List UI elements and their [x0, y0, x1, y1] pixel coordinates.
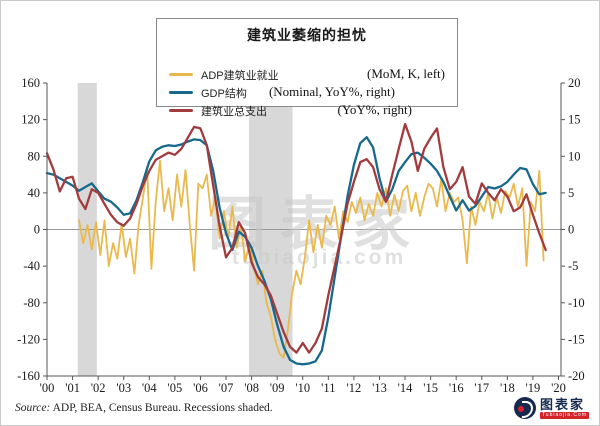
x-axis-tick-label: '12	[347, 381, 362, 395]
x-axis-tick-label: '13	[372, 381, 387, 395]
right-axis-tick-label: -10	[568, 296, 585, 310]
x-axis-tick-label: '17	[474, 381, 489, 395]
watermark-subtext: tubiaojia.com	[232, 246, 406, 269]
right-axis-tick-label: 0	[568, 223, 574, 237]
x-axis-tick-label: '01	[65, 381, 80, 395]
right-axis-tick-label: -20	[568, 369, 585, 383]
legend-swatch-gdp-line	[169, 91, 193, 94]
source-text: ADP, BEA, Census Bureau. Recessions shad…	[52, 402, 273, 414]
right-axis-tick-label: 20	[568, 76, 581, 90]
right-axis-tick-label: -15	[568, 332, 585, 346]
series-line-0	[78, 159, 545, 359]
chart-title: 建筑业萎缩的担忧	[247, 29, 367, 44]
left-axis-tick-label: -80	[23, 296, 40, 310]
x-axis-tick-label: '10	[295, 381, 310, 395]
legend-swatch-spending-line	[169, 109, 193, 112]
right-axis-tick-label: -5	[568, 259, 578, 273]
x-axis-tick-label: '19	[526, 381, 541, 395]
legend-label-spending: 建筑业总支出	[201, 106, 267, 118]
x-axis-tick-label: '09	[270, 381, 285, 395]
left-axis-tick-label: 120	[21, 113, 40, 127]
x-axis-tick-label: '20	[551, 381, 566, 395]
legend-note-spending: (YoY%, right)	[337, 102, 412, 117]
left-axis-tick-label: -120	[17, 332, 40, 346]
legend-box: 建筑业萎缩的担忧 ADP建筑业就业 (MoM, K, left) GDP结构 (…	[156, 18, 458, 118]
brand-tagline: Tubiaojia.Com	[539, 411, 589, 419]
right-axis-tick-label: 15	[568, 113, 581, 127]
left-axis-tick-label: 40	[28, 186, 41, 200]
left-axis-tick-label: 80	[28, 149, 41, 163]
brand-name: 图表家	[539, 396, 585, 412]
legend-item-spending: 建筑业总支出 (YoY%, right)	[157, 102, 457, 118]
left-axis-tick-label: 160	[21, 76, 40, 90]
series-line-1	[45, 136, 547, 366]
x-axis-tick-label: '11	[321, 381, 335, 395]
x-axis-tick-label: '18	[500, 381, 515, 395]
legend-item-adp: ADP建筑业就业 (MoM, K, left)	[157, 66, 457, 82]
left-axis-tick-label: -160	[17, 369, 40, 383]
legend-item-gdp: GDP结构 (Nominal, YoY%, right)	[157, 84, 457, 100]
legend-swatch-adp-line	[169, 73, 193, 76]
x-axis-tick-label: '16	[449, 381, 464, 395]
legend-note-adp: (MoM, K, left)	[367, 66, 445, 81]
x-axis-tick-label: '03	[116, 381, 131, 395]
x-axis-tick-label: '02	[91, 381, 106, 395]
brand-icon	[513, 397, 536, 419]
source-note: Source: ADP, BEA, Census Bureau. Recessi…	[15, 402, 273, 414]
x-axis-tick-label: '04	[142, 381, 158, 395]
left-axis-tick-label: 0	[34, 223, 40, 237]
legend-label-adp: ADP建筑业就业	[201, 70, 279, 82]
source-label: Source:	[15, 402, 51, 414]
series-line-2	[45, 122, 547, 354]
legend-note-gdp: (Nominal, YoY%, right)	[268, 84, 395, 99]
x-axis-tick-label: '06	[193, 381, 208, 395]
brand-logo: 图表家 Tubiaojia.Com	[513, 395, 589, 421]
legend-label-gdp: GDP结构	[201, 88, 247, 100]
x-axis-tick-label: '15	[423, 381, 438, 395]
x-axis-tick-label: '07	[219, 381, 234, 395]
right-axis-tick-label: 5	[568, 186, 574, 200]
x-axis-tick-label: '05	[167, 381, 182, 395]
left-axis-tick-label: -40	[23, 259, 40, 273]
x-axis-tick-label: '08	[244, 381, 259, 395]
x-axis-tick-label: '14	[398, 381, 414, 395]
x-axis-tick-label: '00	[40, 381, 55, 395]
right-axis-tick-label: 10	[568, 149, 581, 163]
